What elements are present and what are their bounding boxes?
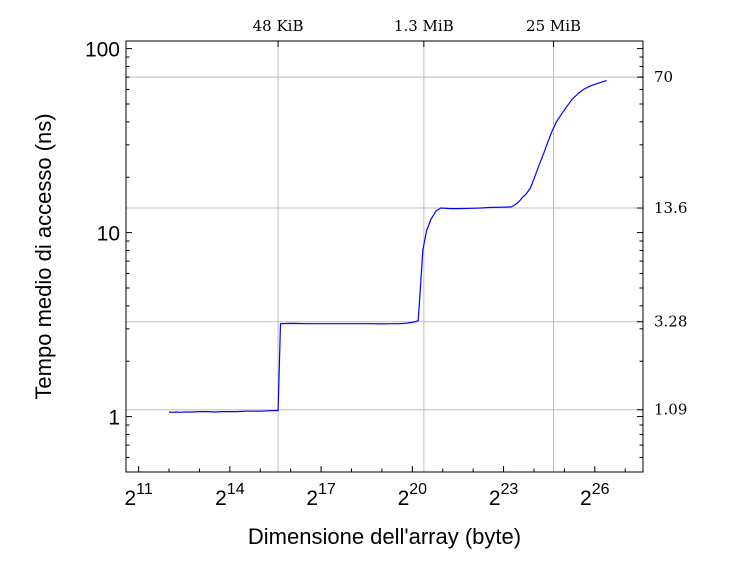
y-tick-label-2: 100 [85,39,120,62]
x-tick-label-base: 2 [398,487,410,510]
right-tick-label-2: 3.28 [654,313,687,331]
x-tick-label-base: 2 [306,487,318,510]
y-tick-label-1: 10 [97,223,120,246]
x-axis-title: Dimensione dell'array (byte) [248,524,521,549]
right-tick-label-0: 70 [654,68,673,86]
series-layer [168,80,607,413]
tick-layer [126,41,643,473]
x-tick-label-0: 2 11 [124,481,152,510]
y-tick-label-0: 1 [108,407,120,430]
x-tick-label-exponent: 11 [136,481,153,498]
x-tick-label-exponent: 23 [501,481,519,498]
x-tick-label-exponent: 20 [409,481,427,498]
right-tick-label-3: 1.09 [654,401,687,419]
plot-frame [125,40,644,473]
x-tick-label-3: 2 20 [398,481,428,510]
x-tick-label-exponent: 17 [318,481,336,498]
x-tick-label-5: 2 26 [580,481,610,510]
x-tick-label-4: 2 23 [489,481,519,510]
y-axis-title: Tempo medio di accesso (ns) [31,113,56,399]
right-tick-label-1: 13.6 [654,199,687,217]
x-tick-label-exponent: 26 [592,481,610,498]
top-tick-label-2: 25 MiB [526,17,581,35]
x-tick-label-1: 2 14 [215,481,245,510]
series-line-0 [168,80,607,413]
x-tick-label-base: 2 [580,487,592,510]
top-tick-label-0: 48 KiB [253,17,304,35]
top-tick-label-1: 1.3 MiB [394,17,454,35]
x-tick-label-base: 2 [215,487,227,510]
x-tick-label-base: 2 [489,487,501,510]
x-tick-label-2: 2 17 [306,481,336,510]
x-tick-label-base: 2 [124,487,136,510]
grid-layer [126,41,643,472]
x-tick-label-exponent: 14 [227,481,245,498]
